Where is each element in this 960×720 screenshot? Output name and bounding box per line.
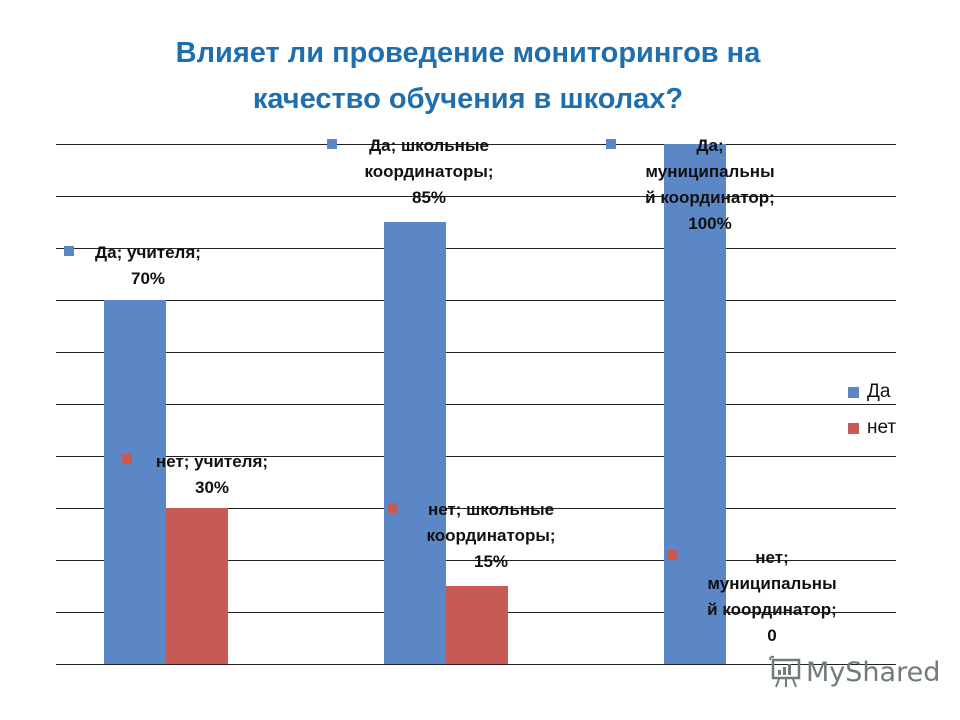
data-label-da-teachers: Да; учителя; 70% <box>95 243 201 288</box>
gridline <box>56 352 896 353</box>
legend-swatch-blue-icon <box>848 386 859 398</box>
bar-da-teachers <box>104 300 166 664</box>
legend-item-net: нет <box>848 410 896 446</box>
gridline <box>56 404 896 405</box>
gridline <box>56 508 896 509</box>
gridline <box>56 560 896 561</box>
bar-net-school-coordinators <box>446 586 508 664</box>
chart-title-line2: качество обучения в школах? <box>252 83 684 115</box>
presentation-board-icon <box>769 655 801 688</box>
label-marker-da <box>327 139 337 149</box>
legend-item-da: Да <box>848 374 896 410</box>
label-marker-net <box>388 503 398 513</box>
gridline <box>56 300 896 301</box>
bar-da-municipal-coordinator <box>664 144 726 664</box>
label-marker-net <box>122 454 132 464</box>
plot-area <box>56 144 896 665</box>
gridline <box>56 196 896 197</box>
bar-da-school-coordinators <box>384 222 446 664</box>
bar-net-teachers <box>166 508 228 664</box>
legend-swatch-red-icon <box>848 422 859 434</box>
legend: Да нет <box>848 374 896 446</box>
gridline <box>56 456 896 457</box>
data-label-da-municipal-coordinator: Да; муниципальны й координатор; 100% <box>645 136 775 233</box>
gridline <box>56 248 896 249</box>
data-label-net-municipal-coordinator: нет; муниципальны й координатор; 0 <box>707 548 837 645</box>
data-label-net-school-coordinators: нет; школьные координаторы; 15% <box>426 500 556 571</box>
gridline <box>56 144 896 145</box>
label-marker-net <box>667 550 677 560</box>
label-marker-da <box>606 139 616 149</box>
data-label-da-school-coordinators: Да; школьные координаторы; 85% <box>364 136 494 207</box>
baseline <box>56 664 896 665</box>
legend-label: нет <box>867 417 897 438</box>
watermark-text: MyShared <box>806 656 941 688</box>
chart-title-line1: Влияет ли проведение мониторингов на <box>175 37 761 69</box>
watermark: MyShared <box>768 655 940 689</box>
chart-title: Влияет ли проведение мониторингов на кач… <box>0 30 936 122</box>
label-marker-da <box>64 246 74 256</box>
legend-label: Да <box>867 381 891 402</box>
data-label-net-teachers: нет; учителя; 30% <box>155 452 269 497</box>
